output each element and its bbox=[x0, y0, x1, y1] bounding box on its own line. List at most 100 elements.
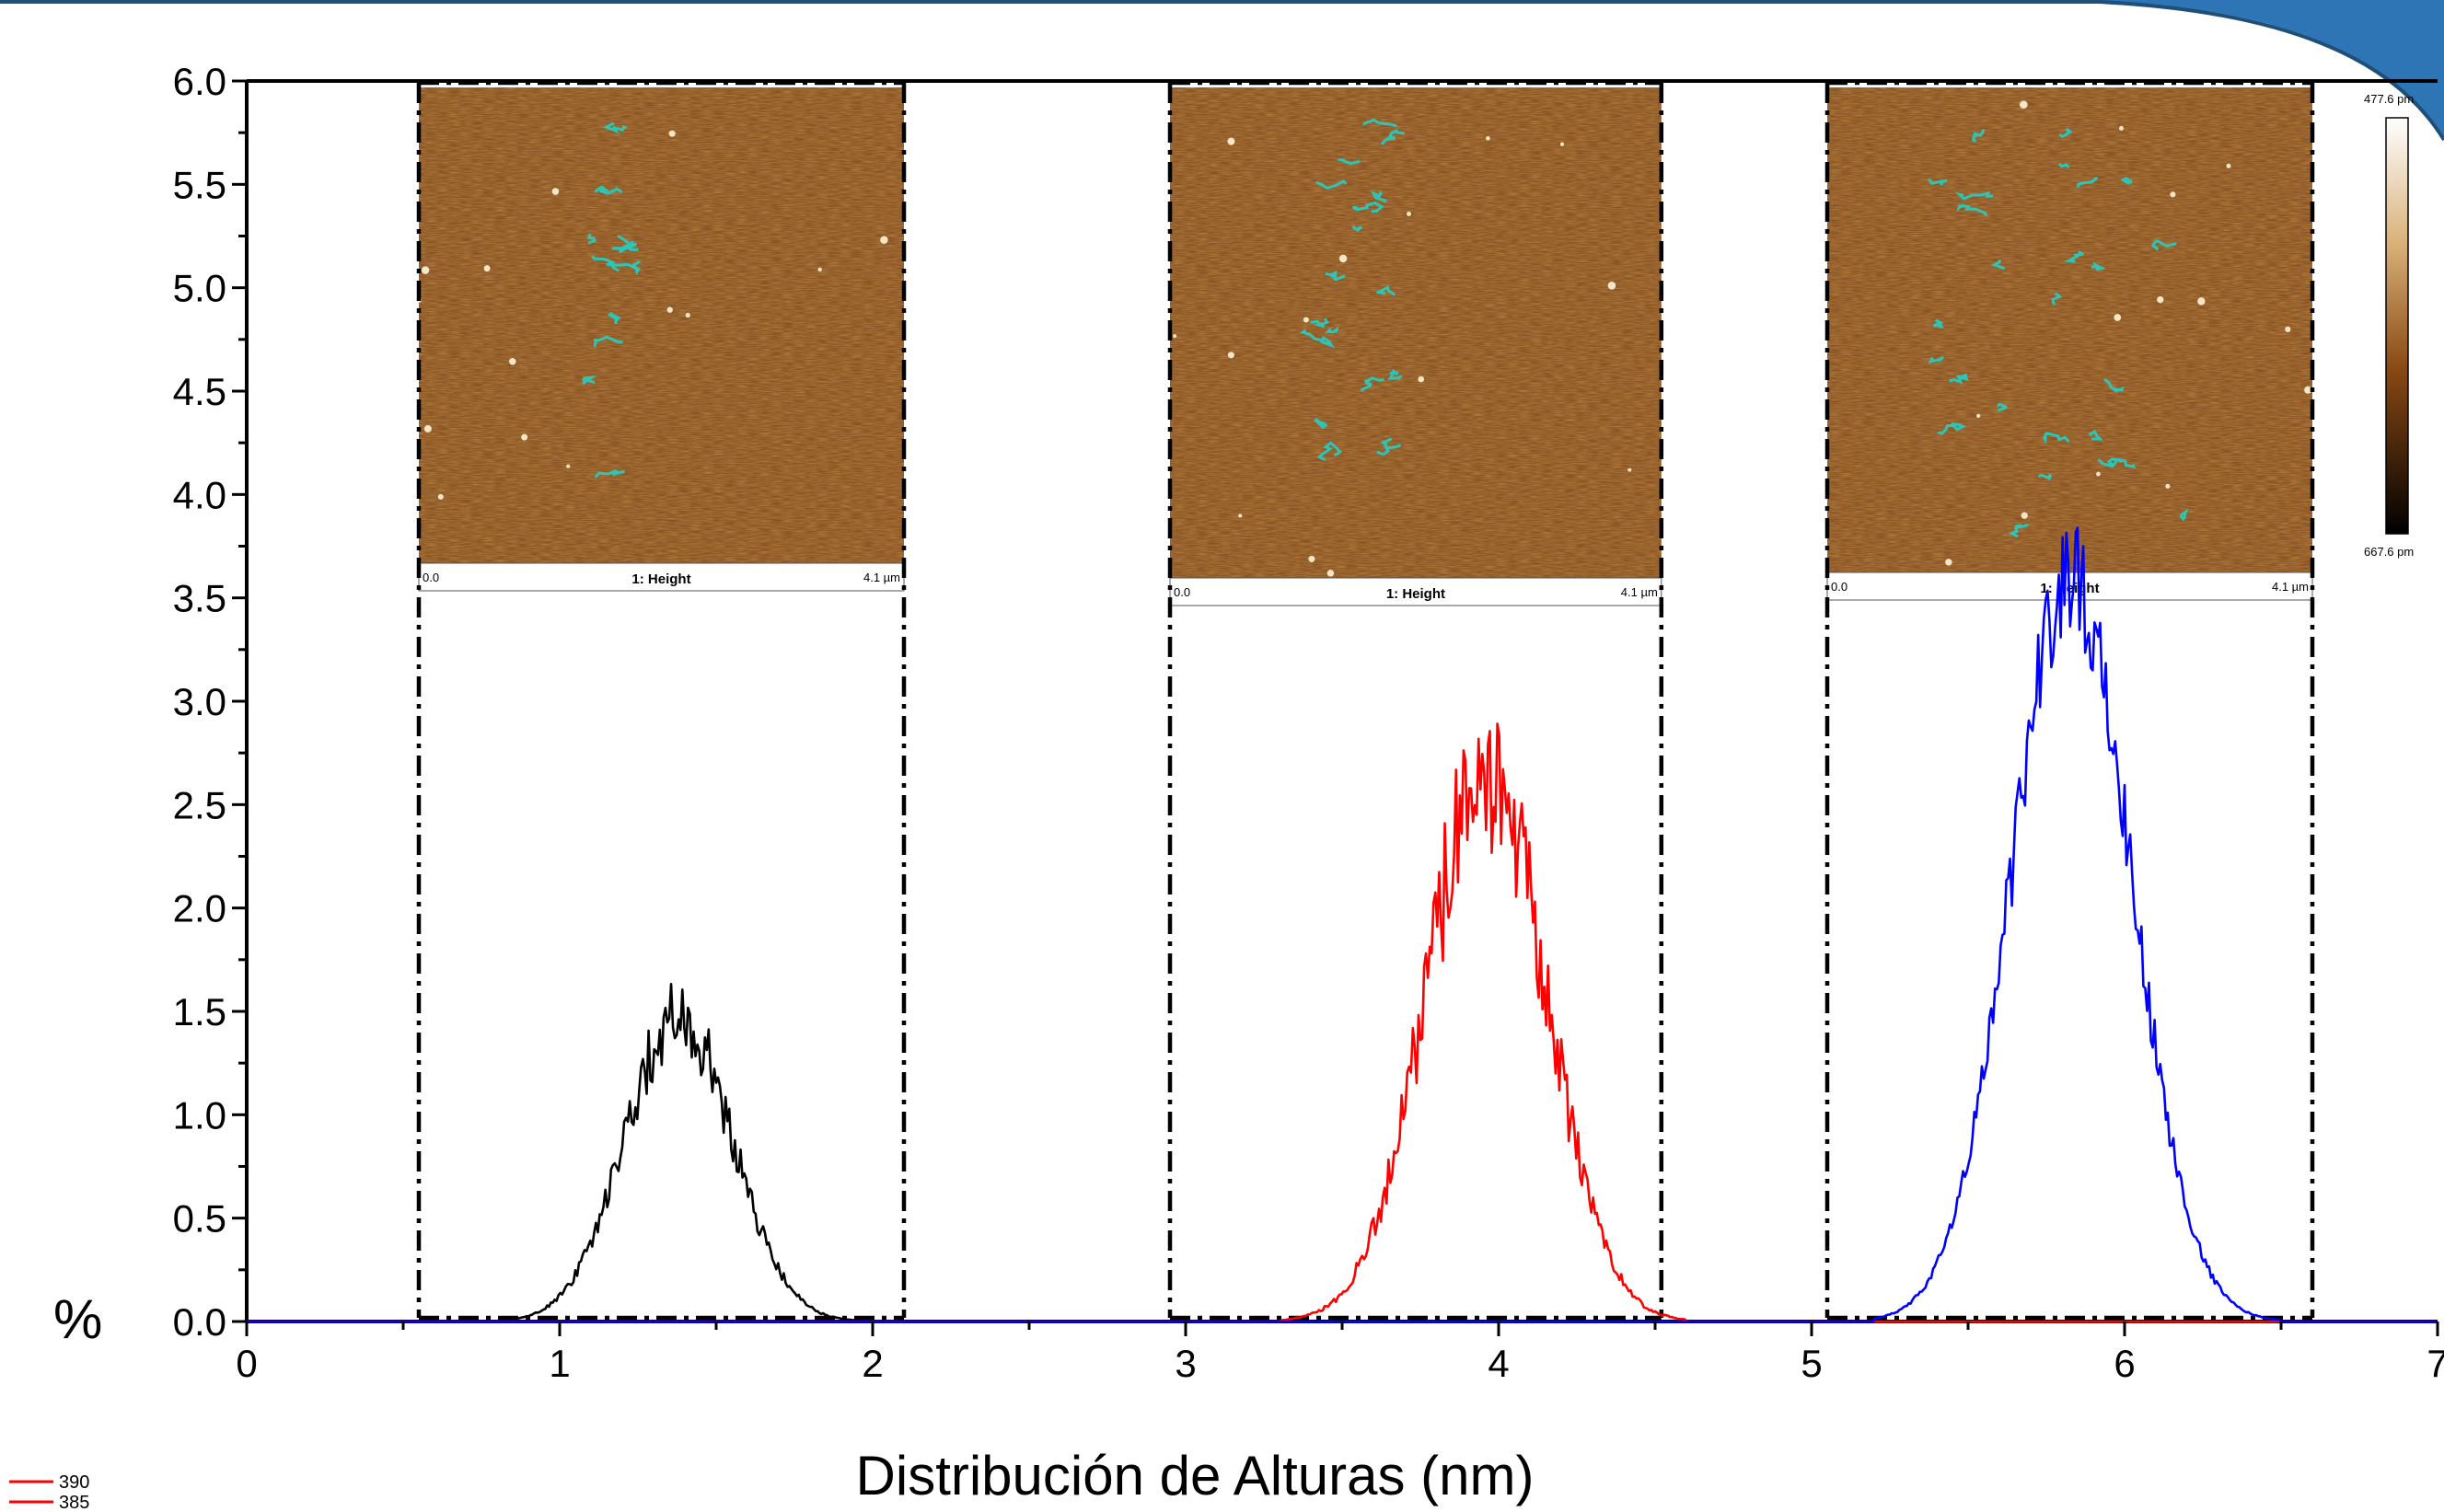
afm-trace bbox=[2058, 127, 2074, 139]
afm-speck bbox=[437, 493, 444, 500]
afm-trace bbox=[2119, 176, 2133, 185]
afm-trace bbox=[1325, 271, 1346, 282]
afm-speck bbox=[566, 464, 571, 468]
afm-speck bbox=[2165, 483, 2171, 489]
afm-speck bbox=[421, 266, 430, 274]
afm-trace bbox=[1936, 422, 1967, 435]
afm-trace bbox=[586, 233, 597, 245]
afm-speck bbox=[685, 312, 690, 318]
afm-speck bbox=[1486, 135, 1490, 141]
afm-trace bbox=[2038, 473, 2053, 480]
afm-speck bbox=[2304, 386, 2312, 394]
afm-trace bbox=[1313, 417, 1328, 430]
afm-speck bbox=[1173, 334, 1177, 339]
x-tick-label: 1 bbox=[549, 1342, 570, 1385]
y-tick-label: 3.0 bbox=[173, 680, 226, 723]
afm-texture bbox=[1827, 87, 2312, 572]
afm-speck bbox=[2157, 295, 2164, 304]
afm-inset-2: 0.0 1: Height 4.1 µm bbox=[1169, 87, 1662, 606]
afm-caption-left: 0.0 bbox=[423, 571, 439, 584]
afm-trace bbox=[1932, 318, 1944, 329]
afm-caption-strip bbox=[418, 562, 905, 592]
afm-trace bbox=[1386, 368, 1403, 380]
x-tick-label: 7 bbox=[2427, 1342, 2444, 1385]
y-tick-label: 2.5 bbox=[173, 783, 226, 826]
x-tick-label: 3 bbox=[1175, 1342, 1196, 1385]
slide-decoration bbox=[0, 0, 2444, 142]
afm-speck bbox=[1407, 211, 1412, 216]
afm-trace bbox=[2103, 377, 2125, 393]
afm-insets: 0.0 1: Height 4.1 µm0.0 1: Height 4.1 µm 0.0 1… bbox=[416, 87, 2313, 606]
afm-speck bbox=[1227, 137, 1235, 145]
afm-trace bbox=[1360, 376, 1384, 392]
afm-speck bbox=[2226, 163, 2231, 168]
afm-speck bbox=[1559, 142, 1565, 146]
afm-trace bbox=[1954, 190, 1994, 201]
afm-caption: 1: Height bbox=[631, 571, 690, 587]
y-tick-label: 1.0 bbox=[173, 1093, 226, 1137]
afm-trace bbox=[1928, 355, 1945, 364]
afm-speck bbox=[1627, 467, 1632, 472]
afm-trace bbox=[1956, 203, 1988, 216]
afm-trace bbox=[612, 240, 636, 250]
y-tick-label: 5.0 bbox=[173, 267, 226, 310]
afm-caption: 1: Height bbox=[1386, 586, 1445, 602]
afm-trace bbox=[607, 311, 621, 325]
afm-trace bbox=[2088, 430, 2104, 441]
afm-speck bbox=[2285, 326, 2291, 332]
afm-trace bbox=[1310, 317, 1329, 329]
afm-trace bbox=[2008, 524, 2029, 538]
color-scale-bar: 477.6 pm 667.6 pm bbox=[2364, 92, 2414, 559]
y-tick-label: 4.0 bbox=[173, 473, 226, 516]
afm-trace bbox=[1299, 329, 1336, 349]
afm-speck bbox=[1227, 352, 1234, 359]
y-tick-label: 3.5 bbox=[173, 577, 226, 620]
afm-trace bbox=[1325, 326, 1339, 334]
inset-dashed-guides bbox=[416, 80, 2315, 1321]
afm-speck bbox=[880, 236, 888, 244]
series-layer bbox=[247, 526, 2437, 1323]
afm-speck bbox=[521, 433, 528, 441]
afm-trace bbox=[2051, 292, 2063, 306]
afm-caption-right: 4.1 µm bbox=[2272, 580, 2309, 594]
afm-trace bbox=[2064, 250, 2084, 263]
afm-speck bbox=[1308, 555, 1315, 562]
x-tick-label: 0 bbox=[236, 1342, 257, 1385]
afm-speck bbox=[2019, 100, 2028, 110]
x-tick-label: 4 bbox=[1488, 1342, 1509, 1385]
afm-speck bbox=[2114, 314, 2122, 321]
afm-trace bbox=[2043, 432, 2070, 445]
afm-speck bbox=[2170, 191, 2176, 198]
afm-speck bbox=[1238, 514, 1243, 518]
legend-label-385: 385 bbox=[59, 1493, 89, 1512]
y-tick-label: 1.5 bbox=[173, 990, 226, 1033]
afm-trace bbox=[1990, 259, 2006, 271]
afm-speck bbox=[1607, 282, 1616, 290]
afm-caption-right: 4.1 µm bbox=[863, 571, 900, 584]
y-tick-label: 0.5 bbox=[173, 1197, 226, 1241]
afm-speck bbox=[1303, 317, 1309, 323]
afm-trace bbox=[1380, 437, 1393, 446]
afm-speck bbox=[2197, 297, 2206, 306]
afm-trace bbox=[1351, 225, 1363, 232]
y-tick-label: 5.5 bbox=[173, 163, 226, 206]
afm-inset-3: 0.0 1: Height 4.1 µm bbox=[1826, 87, 2313, 601]
afm-trace bbox=[1949, 373, 1969, 385]
afm-speck bbox=[1945, 559, 1952, 566]
afm-trace bbox=[1997, 402, 2009, 412]
afm-speck bbox=[508, 358, 516, 365]
series-line-1 bbox=[247, 982, 2437, 1323]
afm-speck bbox=[423, 424, 432, 433]
afm-caption-left: 0.0 bbox=[1174, 585, 1190, 599]
afm-trace bbox=[2150, 238, 2177, 251]
y-tick-label: 6.0 bbox=[173, 60, 226, 103]
afm-speck bbox=[1418, 375, 1425, 383]
afm-speck bbox=[483, 265, 491, 272]
afm-trace bbox=[1316, 441, 1343, 461]
legend-label-390: 390 bbox=[59, 1472, 89, 1493]
afm-trace bbox=[1971, 129, 1986, 143]
y-tick-label: 4.5 bbox=[173, 370, 226, 413]
afm-speck bbox=[666, 306, 673, 313]
afm-speck bbox=[1338, 254, 1348, 263]
